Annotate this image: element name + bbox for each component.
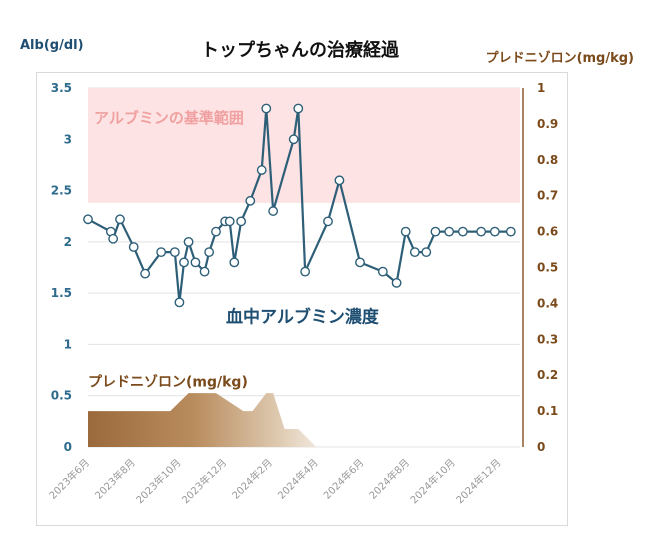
- right-tick-label: 0.4: [537, 296, 558, 310]
- albumin-point: [400, 226, 411, 237]
- albumin-point: [288, 134, 299, 145]
- left-tick-label: 1: [64, 337, 72, 351]
- x-tick-label: 2024年6月: [321, 456, 367, 502]
- x-tick-label: 2024年12月: [453, 456, 503, 506]
- albumin-point: [190, 257, 201, 268]
- albumin-point: [505, 226, 516, 237]
- left-tick-label: 3: [64, 132, 72, 146]
- chart-title: トップちゃんの治療経過: [201, 40, 399, 61]
- left-tick-label: 0: [64, 440, 72, 454]
- x-tick-label: 2023年12月: [179, 456, 229, 506]
- x-tick-label: 2023年6月: [46, 456, 92, 502]
- right-tick-label: 0.9: [537, 117, 558, 131]
- right-tick-label: 1: [537, 81, 545, 95]
- left-tick-label: 2.5: [51, 184, 72, 198]
- albumin-point: [199, 266, 210, 277]
- albumin-point: [421, 247, 432, 258]
- right-tick-label: 0.8: [537, 153, 558, 167]
- albumin-point: [355, 257, 365, 268]
- left-tick-label: 2: [64, 235, 72, 249]
- prednisolone-series-label: プレドニゾロン(mg/kg): [88, 373, 248, 390]
- albumin-point: [444, 226, 455, 237]
- albumin-point: [224, 216, 235, 227]
- albumin-point: [489, 226, 500, 237]
- albumin-point: [334, 175, 345, 186]
- reference-band-label: アルブミンの基準範囲: [94, 109, 244, 127]
- albumin-point: [229, 257, 240, 268]
- albumin-point: [83, 214, 93, 225]
- albumin-point: [457, 226, 468, 237]
- left-tick-label: 1.5: [51, 286, 72, 300]
- x-tick-label: 2024年4月: [275, 456, 321, 502]
- right-tick-label: 0.6: [537, 225, 558, 239]
- albumin-point: [245, 195, 256, 206]
- albumin-point: [300, 266, 311, 277]
- right-tick-label: 0.1: [537, 404, 558, 418]
- left-tick-label: 0.5: [51, 389, 72, 403]
- albumin-point: [377, 266, 388, 277]
- albumin-point: [115, 214, 125, 225]
- albumin-point: [256, 165, 267, 175]
- x-tick-label: 2023年8月: [92, 456, 138, 502]
- albumin-point: [183, 236, 194, 247]
- albumin-point: [169, 247, 180, 258]
- albumin-point: [391, 277, 402, 288]
- x-tick-label: 2024年8月: [366, 456, 412, 502]
- albumin-point: [179, 257, 189, 268]
- x-tick-label: 2023年10月: [133, 456, 183, 506]
- right-axis-label: プレドニゾロン(mg/kg): [485, 51, 634, 66]
- albumin-point: [140, 268, 151, 279]
- albumin-point: [128, 242, 139, 252]
- right-tick-label: 0.5: [537, 261, 558, 275]
- albumin-point: [211, 226, 221, 237]
- right-tick-label: 0.7: [537, 189, 558, 203]
- albumin-point: [409, 247, 420, 258]
- right-tick-label: 0.2: [537, 368, 558, 382]
- x-tick-label: 2024年2月: [229, 456, 275, 502]
- albumin-point: [476, 226, 487, 237]
- albumin-series-label: 血中アルブミン濃度: [226, 307, 380, 328]
- albumin-point: [156, 247, 167, 258]
- left-axis-label: Alb(g/dl): [20, 38, 84, 53]
- albumin-point: [204, 247, 215, 258]
- albumin-point: [236, 216, 247, 227]
- albumin-point: [323, 216, 333, 227]
- right-tick-label: 0: [537, 440, 545, 454]
- albumin-point: [108, 233, 119, 244]
- x-tick-label: 2024年10月: [407, 456, 457, 506]
- right-tick-label: 0.3: [537, 332, 558, 346]
- albumin-point: [430, 226, 441, 237]
- albumin-line: [87, 107, 511, 304]
- albumin-point: [261, 103, 272, 114]
- reference-band: [88, 88, 520, 203]
- albumin-point: [174, 297, 185, 308]
- left-tick-label: 3.5: [51, 81, 72, 95]
- prednisolone-area: [88, 393, 324, 447]
- albumin-point: [268, 206, 279, 216]
- albumin-point: [293, 103, 304, 114]
